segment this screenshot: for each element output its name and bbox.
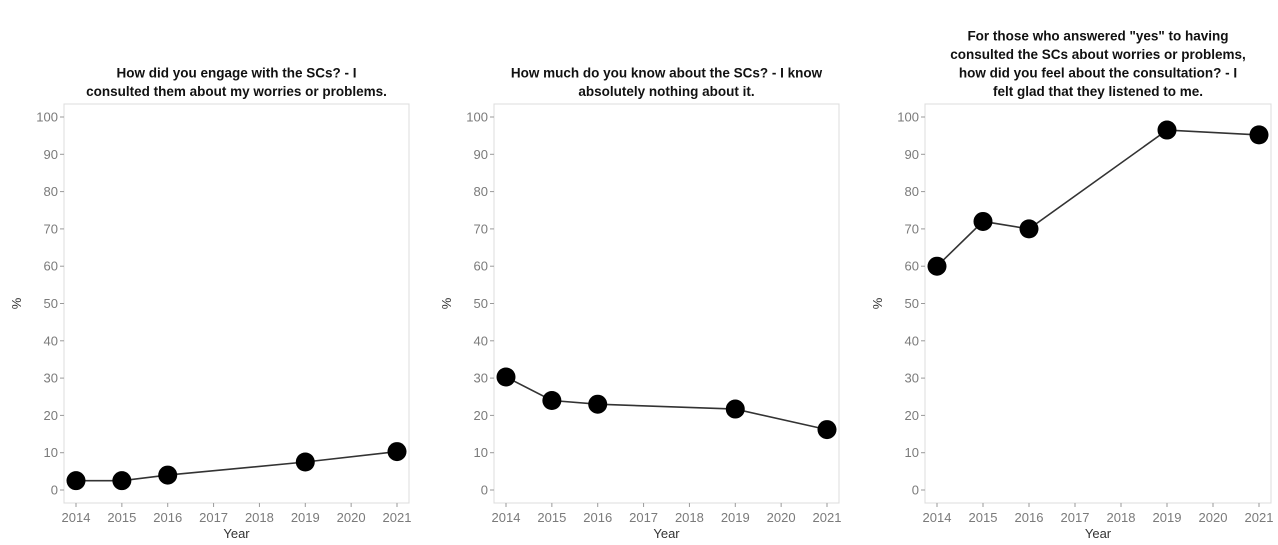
y-tick-label: 50 (905, 296, 919, 311)
chart-panel-2: How much do you know about the SCs? - I … (439, 66, 842, 542)
y-tick-label: 70 (474, 221, 488, 236)
data-point (973, 211, 993, 231)
x-tick-label: 2015 (537, 510, 566, 525)
y-tick-label: 80 (905, 184, 919, 199)
y-tick-label: 30 (474, 371, 488, 386)
y-tick-label: 0 (912, 483, 919, 498)
x-tick-label: 2017 (1061, 510, 1090, 525)
y-tick-label: 40 (474, 333, 488, 348)
y-tick-label: 70 (44, 221, 58, 236)
data-point (295, 452, 315, 472)
y-tick-label: 0 (51, 483, 58, 498)
chart-panel-3: For those who answered "yes" to having co… (870, 29, 1274, 542)
chart-title-line: How much do you know about the SCs? - I … (511, 66, 823, 81)
data-point (112, 471, 132, 491)
x-tick-label: 2017 (199, 510, 228, 525)
data-point (542, 390, 562, 410)
x-tick-label: 2021 (1245, 510, 1274, 525)
data-point (817, 420, 837, 440)
x-tick-label: 2017 (629, 510, 658, 525)
y-tick-label: 100 (36, 110, 58, 125)
y-tick-label: 10 (44, 445, 58, 460)
y-tick-label: 0 (481, 483, 488, 498)
x-tick-label: 2020 (767, 510, 796, 525)
y-tick-label: 80 (44, 184, 58, 199)
x-tick-label: 2019 (291, 510, 320, 525)
y-tick-label: 20 (905, 408, 919, 423)
data-point (588, 394, 608, 414)
chart-panel-1: How did you engage with the SCs? - I cons… (9, 66, 412, 542)
plot-frame (924, 103, 1272, 504)
chart-title-line: absolutely nothing about it. (578, 84, 754, 99)
x-axis-title: Year (1085, 526, 1112, 540)
data-point (1249, 125, 1269, 145)
y-axis-title: % (9, 297, 24, 309)
data-point (387, 442, 407, 462)
y-tick-label: 10 (474, 445, 488, 460)
data-point (158, 465, 178, 485)
x-tick-label: 2014 (923, 510, 952, 525)
chart-title-line: consulted them about my worries or probl… (86, 84, 387, 99)
x-tick-label: 2019 (1153, 510, 1182, 525)
data-point (725, 399, 745, 419)
x-tick-label: 2018 (1107, 510, 1136, 525)
chart-title-line: For those who answered "yes" to having (967, 29, 1228, 44)
x-tick-label: 2021 (813, 510, 842, 525)
x-tick-label: 2020 (1199, 510, 1228, 525)
chart-title-line: How did you engage with the SCs? - I (116, 66, 356, 81)
y-tick-label: 10 (905, 445, 919, 460)
y-tick-label: 30 (44, 371, 58, 386)
y-tick-label: 100 (466, 110, 488, 125)
x-tick-label: 2016 (1015, 510, 1044, 525)
x-axis-title: Year (223, 526, 250, 540)
chart-title-line: felt glad that they listened to me. (993, 84, 1203, 99)
y-tick-label: 60 (44, 259, 58, 274)
y-tick-label: 40 (44, 333, 58, 348)
y-tick-label: 50 (474, 296, 488, 311)
data-point (66, 471, 86, 491)
y-tick-label: 90 (44, 147, 58, 162)
x-tick-label: 2015 (969, 510, 998, 525)
y-axis-title: % (870, 297, 885, 309)
x-tick-label: 2018 (675, 510, 704, 525)
data-point (1019, 219, 1039, 239)
y-tick-label: 70 (905, 221, 919, 236)
data-point (1157, 120, 1177, 140)
x-tick-label: 2016 (153, 510, 182, 525)
y-tick-label: 90 (905, 147, 919, 162)
x-tick-label: 2018 (245, 510, 274, 525)
chart-title-line: how did you feel about the consultation?… (959, 66, 1237, 81)
y-tick-label: 100 (897, 110, 919, 125)
y-tick-label: 20 (474, 408, 488, 423)
plot-frame (493, 103, 840, 504)
data-point (927, 256, 947, 276)
x-tick-label: 2016 (583, 510, 612, 525)
x-tick-label: 2020 (337, 510, 366, 525)
data-point (496, 367, 516, 387)
y-tick-label: 90 (474, 147, 488, 162)
x-tick-label: 2014 (62, 510, 91, 525)
x-tick-label: 2021 (383, 510, 412, 525)
x-axis-title: Year (653, 526, 680, 540)
plot-frame (63, 103, 410, 504)
x-tick-label: 2019 (721, 510, 750, 525)
y-tick-label: 80 (474, 184, 488, 199)
y-tick-label: 60 (905, 259, 919, 274)
y-tick-label: 20 (44, 408, 58, 423)
y-axis-title: % (439, 297, 454, 309)
y-tick-label: 60 (474, 259, 488, 274)
y-tick-label: 30 (905, 371, 919, 386)
y-tick-label: 40 (905, 333, 919, 348)
chart-title-line: consulted the SCs about worries or probl… (950, 47, 1246, 62)
x-tick-label: 2014 (492, 510, 521, 525)
y-tick-label: 50 (44, 296, 58, 311)
x-tick-label: 2015 (107, 510, 136, 525)
